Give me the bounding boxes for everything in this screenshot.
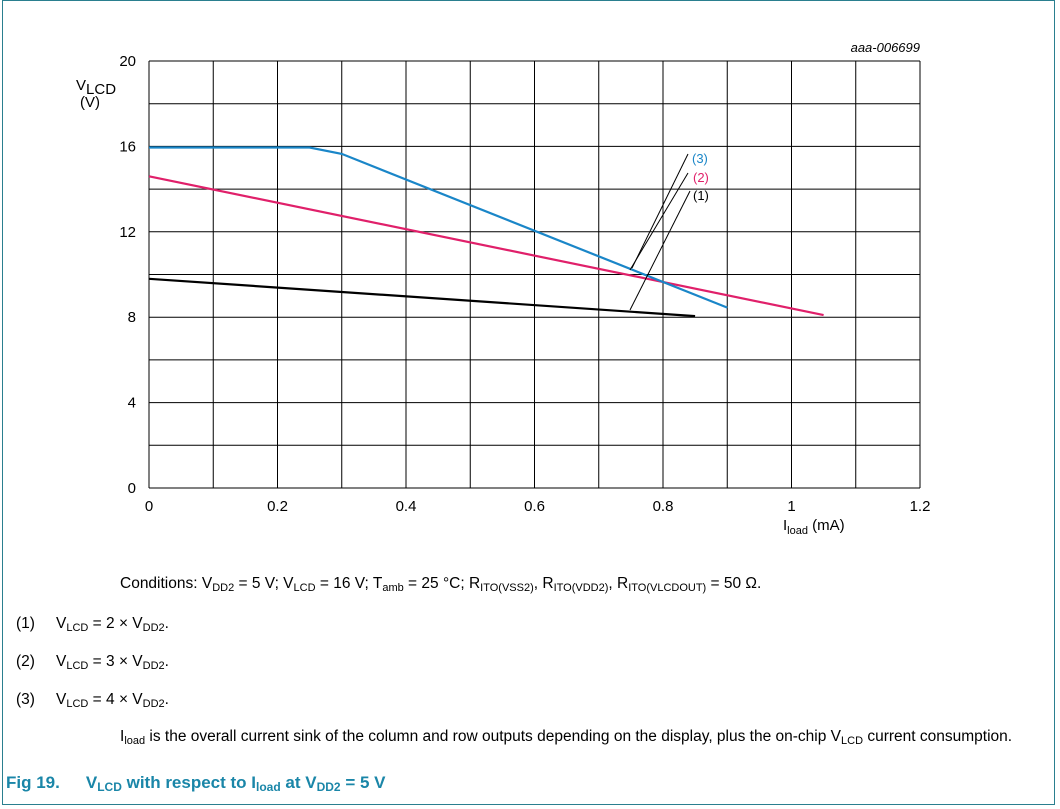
x-tick-label: 0 [145, 498, 153, 515]
series-line-2 [148, 175, 824, 317]
chart-grid [148, 60, 921, 489]
conditions-text: Conditions: VDD2 = 5 V; VLCD = 16 V; Tam… [120, 575, 762, 594]
y-axis-label: VLCD [76, 77, 116, 98]
chart-svg: 0 0.2 0.4 0.6 0.8 1 1.2 0 4 8 12 16 20 (1) (2) (3) aaa… [76, 40, 930, 537]
note-item-1: (1) VLCD = 2 × VDD2. [16, 615, 169, 634]
figure-caption: Fig 19. VLCD with respect to Iload at VDD… [6, 773, 386, 794]
series-line-3 [149, 146, 728, 309]
series-line-1 [148, 277, 696, 318]
series-label-2: (2) [693, 170, 709, 185]
x-tick-label: 0.6 [524, 498, 545, 515]
callout-leader-1 [629, 190, 691, 311]
y-axis-unit: (V) [80, 94, 100, 111]
note-item-2: (2) VLCD = 3 × VDD2. [16, 653, 169, 672]
series-label-3: (3) [692, 151, 708, 166]
y-tick-label: 0 [128, 480, 136, 497]
x-tick-label: 1.2 [910, 498, 931, 515]
x-tick-label: 0.4 [396, 498, 417, 515]
x-tick-label: 1 [787, 498, 795, 515]
figure-id: aaa-006699 [851, 40, 920, 55]
y-tick-label: 12 [119, 224, 136, 241]
chart-series [148, 146, 824, 318]
chart-callouts: (1) (2) (3) [629, 151, 709, 311]
series-label-1: (1) [693, 188, 709, 203]
chart-axis-labels: 0 0.2 0.4 0.6 0.8 1 1.2 0 4 8 12 16 20 [119, 53, 930, 515]
x-axis-label: Iload (mA) [783, 517, 845, 537]
load-description: Iload is the overall current sink of the… [120, 728, 1013, 747]
x-tick-label: 0.8 [653, 498, 674, 515]
callout-leader-3 [631, 153, 689, 269]
y-tick-label: 4 [128, 395, 136, 412]
note-item-3: (3) VLCD = 4 × VDD2. [16, 691, 169, 710]
y-tick-label: 8 [128, 309, 136, 326]
x-tick-label: 0.2 [267, 498, 288, 515]
y-tick-label: 16 [119, 138, 136, 155]
callout-leader-2 [629, 172, 689, 271]
y-tick-label: 20 [119, 53, 136, 70]
